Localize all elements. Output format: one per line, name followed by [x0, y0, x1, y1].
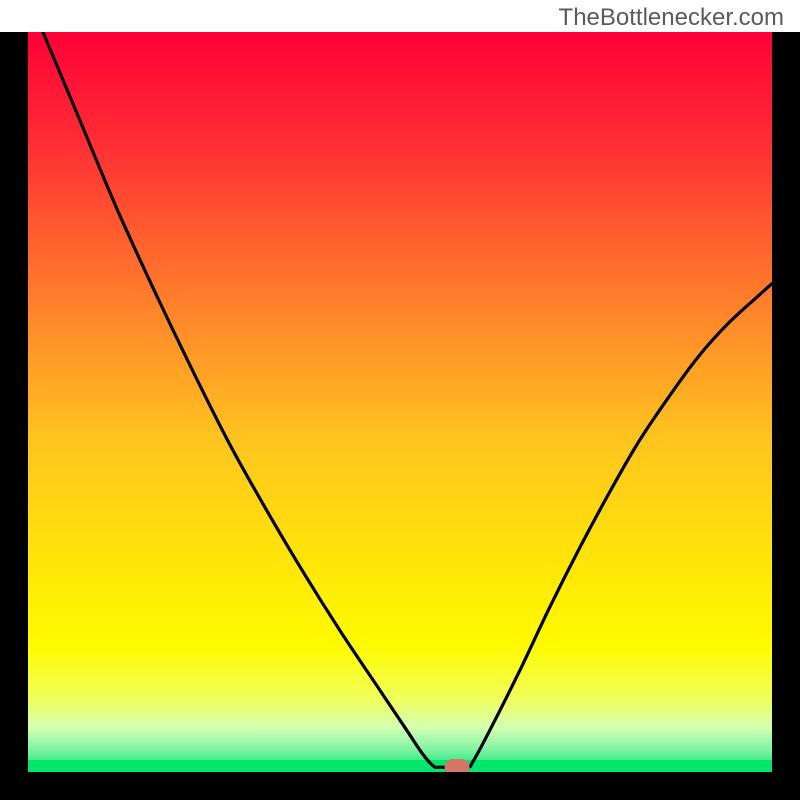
frame-bottom	[0, 772, 800, 800]
chart-root: TheBottlenecker.com	[0, 0, 800, 800]
bottleneck-curve	[28, 32, 772, 772]
frame-right	[772, 32, 800, 800]
watermark-text: TheBottlenecker.com	[559, 4, 784, 32]
frame-left	[0, 32, 28, 800]
